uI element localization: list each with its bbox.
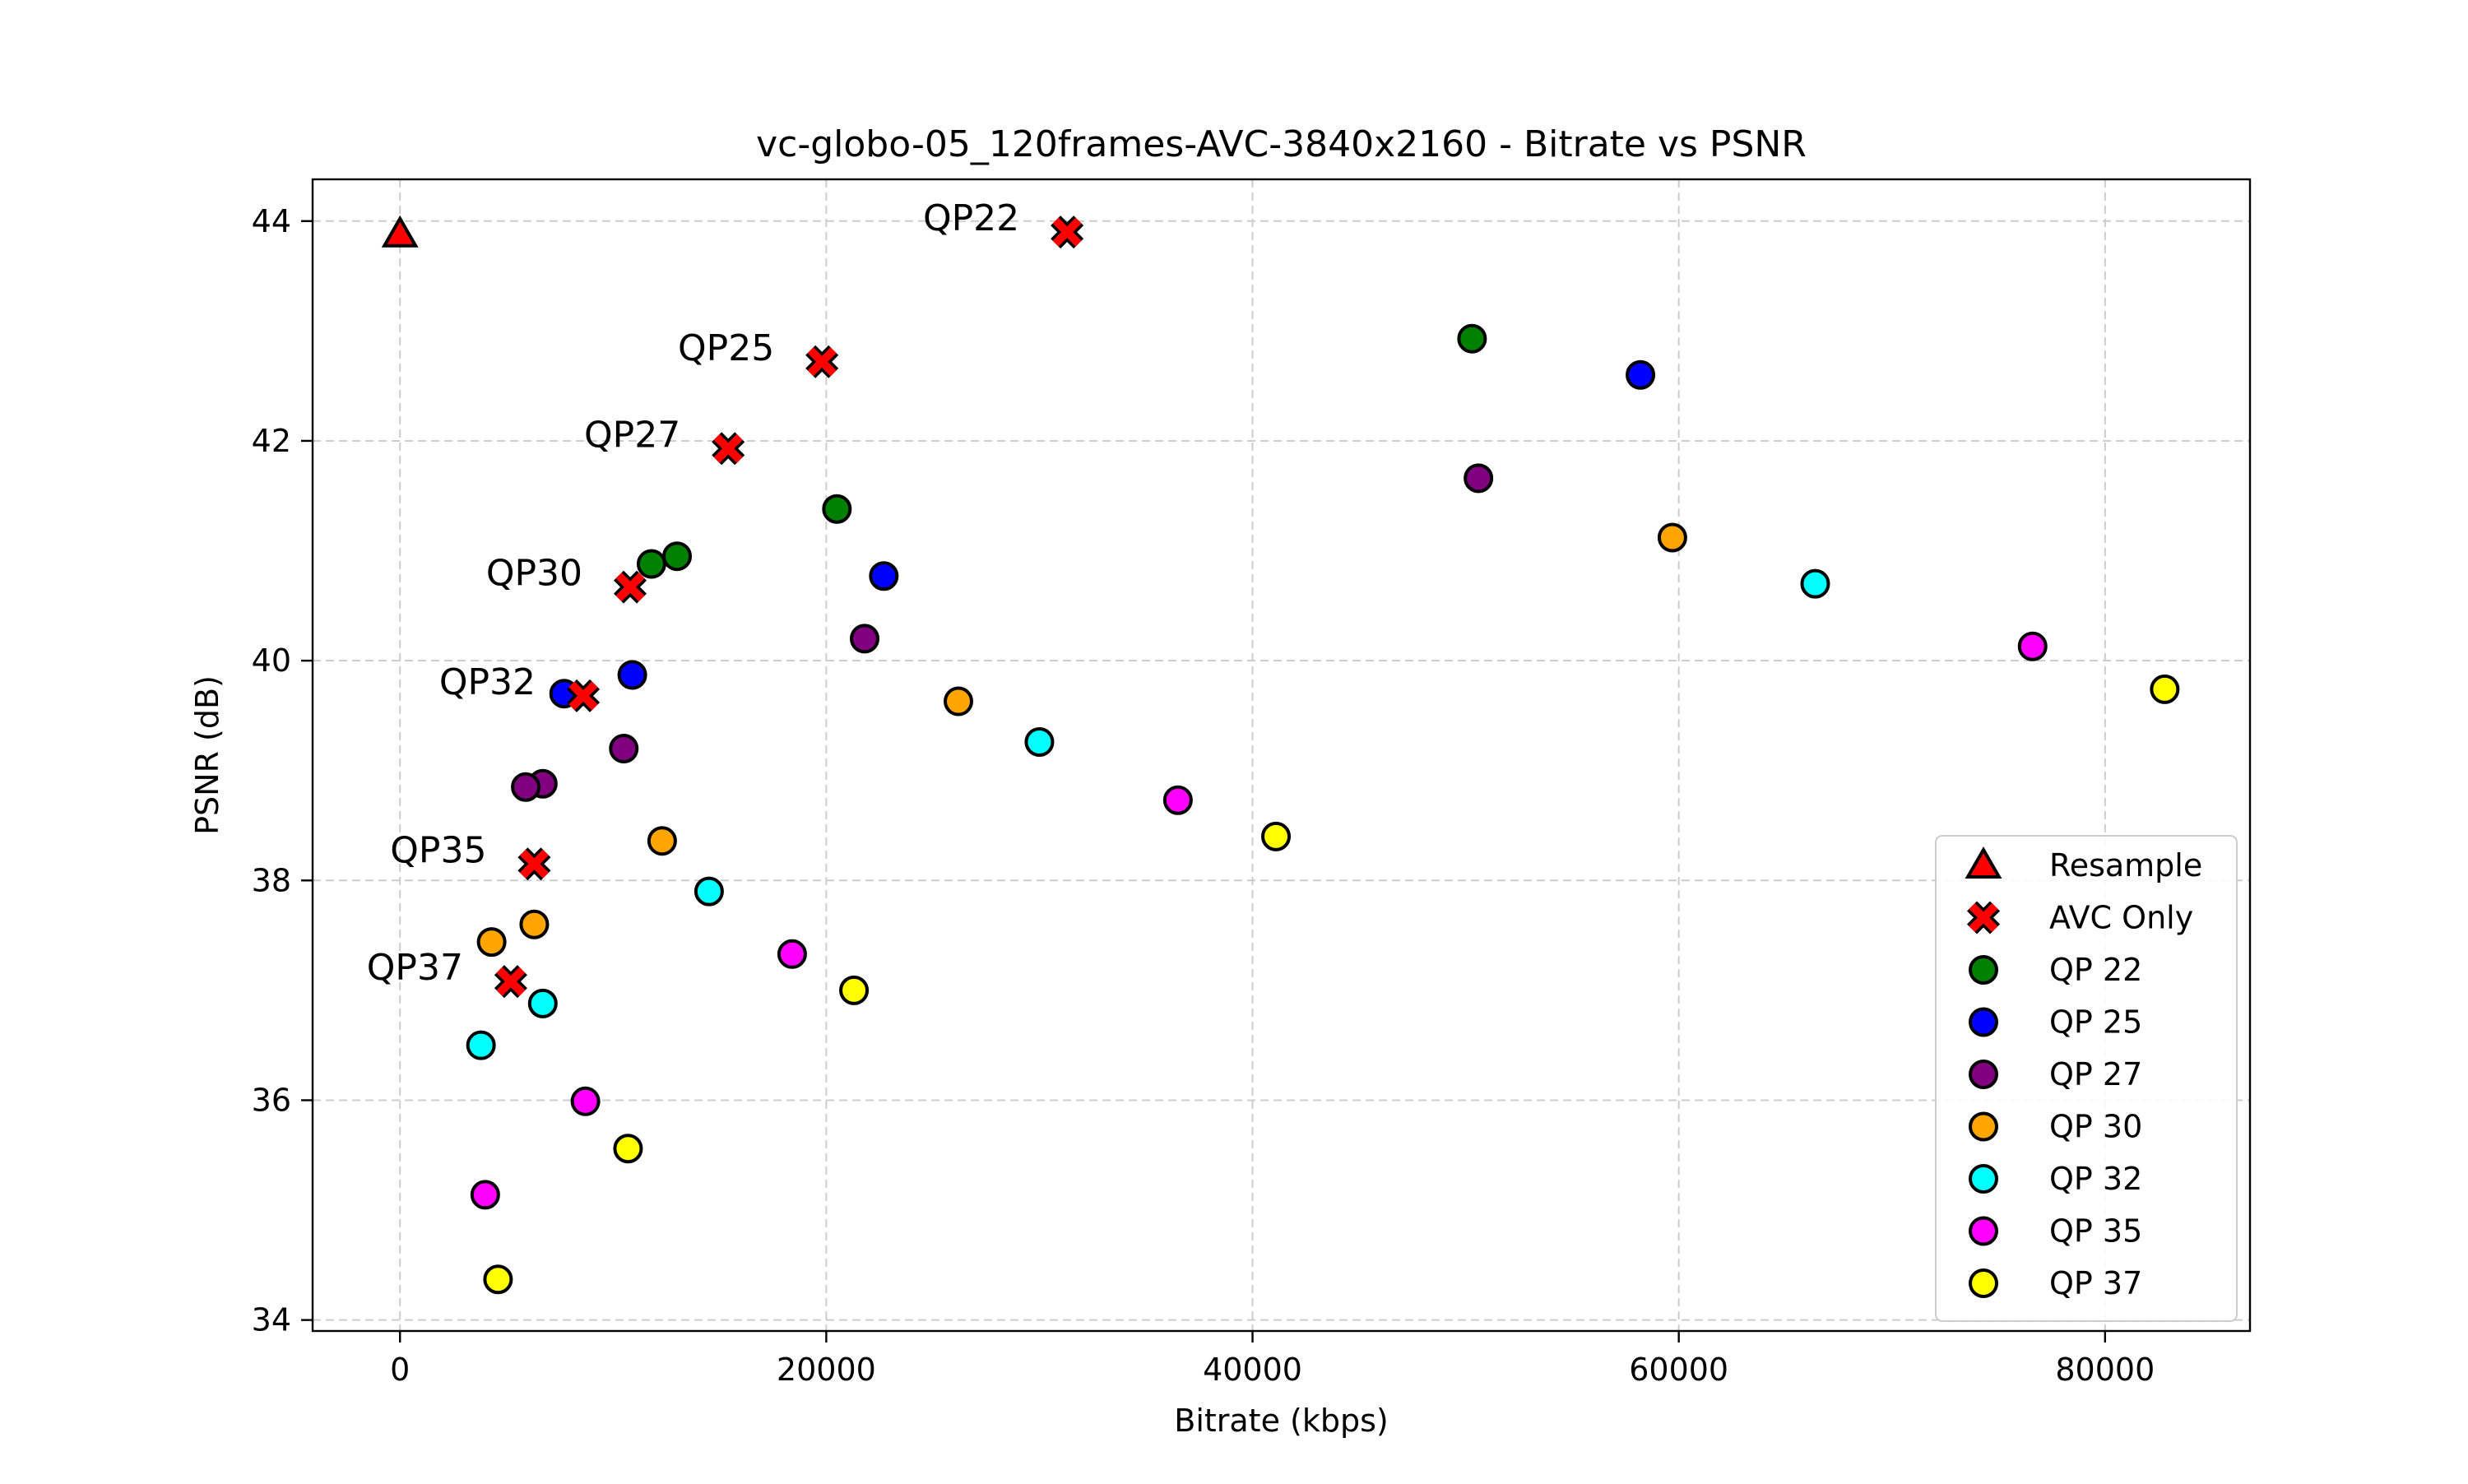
point-qp-25 — [1626, 359, 1656, 390]
legend: Resample AVC Only QP 22 QP 25 QP 27 QP 30 QP 3… — [1935, 835, 2238, 1322]
point-qp-35 — [1162, 785, 1193, 815]
point-avc-only-fill — [496, 967, 526, 996]
point-annotation: QP25 — [678, 327, 774, 369]
x-tick-label: 0 — [390, 1352, 410, 1388]
legend-marker — [1969, 1216, 1998, 1246]
legend-marker — [1969, 1060, 1998, 1089]
point-qp-22 — [1457, 323, 1487, 354]
point-qp-37 — [2150, 674, 2180, 704]
point-qp-32 — [1024, 726, 1055, 757]
point-avc-only-fill — [615, 573, 645, 602]
point-avc-only-fill — [568, 681, 598, 711]
legend-label: QP 25 — [2049, 1004, 2142, 1041]
point-annotation: QP32 — [439, 661, 536, 703]
point-qp-27 — [1464, 463, 1494, 494]
point-qp-27 — [609, 733, 639, 763]
legend-label: Resample — [2049, 847, 2202, 883]
point-qp-37 — [613, 1134, 643, 1164]
point-avc-only — [517, 847, 551, 881]
axis-layer: 0 20000 40000 60000 80000 34 36 38 40 42 44 — [252, 203, 2155, 1388]
x-axis-label: Bitrate (kbps) — [1174, 1403, 1389, 1439]
point-annotation: QP30 — [486, 553, 582, 595]
point-avc-only — [494, 965, 527, 999]
point-qp-32 — [466, 1030, 496, 1060]
legend-marker — [1969, 1164, 1998, 1194]
point-avc-only — [1051, 216, 1084, 249]
point-qp-22 — [822, 494, 852, 524]
point-qp-30 — [647, 826, 677, 856]
y-tick-label: 40 — [252, 642, 291, 679]
legend-marker-fill — [1969, 902, 1998, 933]
point-qp-32 — [694, 876, 724, 907]
y-tick-label: 38 — [252, 862, 291, 898]
point-qp-27 — [850, 624, 880, 654]
point-qp-32 — [1800, 568, 1830, 599]
legend-marker — [1969, 955, 1998, 985]
point-avc-only — [614, 570, 647, 604]
point-qp-25 — [617, 660, 647, 690]
annotation-layer: QP22 QP25 QP27 QP30 QP32 QP35 QP37 — [367, 197, 1019, 989]
point-qp-30 — [944, 686, 973, 716]
y-tick-label: 42 — [252, 423, 291, 459]
legend-marker — [1969, 1111, 1998, 1142]
point-qp-25 — [869, 561, 899, 591]
legend-label: QP 32 — [2049, 1161, 2142, 1197]
grid-layer — [313, 179, 2250, 1331]
legend-label: QP 22 — [2049, 952, 2142, 988]
y-axis-label: PSNR (dB) — [189, 675, 225, 835]
legend-box — [1935, 835, 2238, 1322]
point-qp-35 — [570, 1086, 601, 1116]
point-qp-27 — [511, 772, 541, 802]
point-annotation: QP27 — [584, 414, 680, 456]
point-qp-37 — [839, 975, 870, 1005]
point-qp-35 — [2017, 631, 2048, 661]
legend-marker — [1966, 901, 2001, 934]
x-tick-label: 60000 — [1629, 1352, 1728, 1388]
legend-label: QP 37 — [2049, 1265, 2142, 1301]
legend-label: QP 30 — [2049, 1109, 2142, 1145]
plot-frame — [311, 178, 2252, 1333]
point-qp-22 — [636, 549, 666, 579]
point-annotation: QP35 — [390, 829, 486, 871]
y-tick-label: 34 — [252, 1302, 291, 1338]
marks-layer — [381, 215, 2180, 1295]
point-qp-30 — [1657, 522, 1687, 553]
point-annotation: QP22 — [923, 197, 1019, 239]
legend-label: QP 35 — [2049, 1213, 2142, 1250]
legend-label: AVC Only — [2049, 900, 2193, 936]
legend-marker — [1969, 1007, 1998, 1037]
point-resample — [381, 215, 419, 248]
point-avc-only-fill — [519, 849, 549, 879]
point-avc-only — [712, 432, 745, 466]
point-annotation: QP37 — [367, 947, 463, 989]
point-qp-30 — [519, 909, 550, 939]
point-qp-35 — [470, 1180, 500, 1210]
point-avc-only-fill — [1052, 217, 1082, 247]
y-tick-label: 44 — [252, 203, 291, 239]
point-qp-22 — [662, 541, 693, 572]
point-avc-only-fill — [713, 434, 743, 463]
point-qp-37 — [483, 1264, 513, 1295]
point-qp-30 — [476, 927, 507, 958]
y-tick-label: 36 — [252, 1082, 291, 1118]
x-tick-label: 40000 — [1203, 1352, 1302, 1388]
legend-label: QP 27 — [2049, 1056, 2142, 1092]
chart-title: vc-globo-05_120frames-AVC-3840x2160 - Bi… — [756, 123, 1807, 165]
legend-marker — [1969, 1268, 1998, 1298]
point-qp-35 — [777, 939, 807, 969]
point-avc-only — [567, 679, 601, 712]
x-tick-label: 80000 — [2055, 1352, 2155, 1388]
legend-marker — [1965, 846, 2002, 879]
point-avc-only — [805, 345, 839, 378]
point-qp-37 — [1261, 821, 1292, 851]
point-avc-only-fill — [807, 347, 837, 377]
x-tick-label: 20000 — [777, 1352, 876, 1388]
point-qp-32 — [527, 988, 558, 1018]
